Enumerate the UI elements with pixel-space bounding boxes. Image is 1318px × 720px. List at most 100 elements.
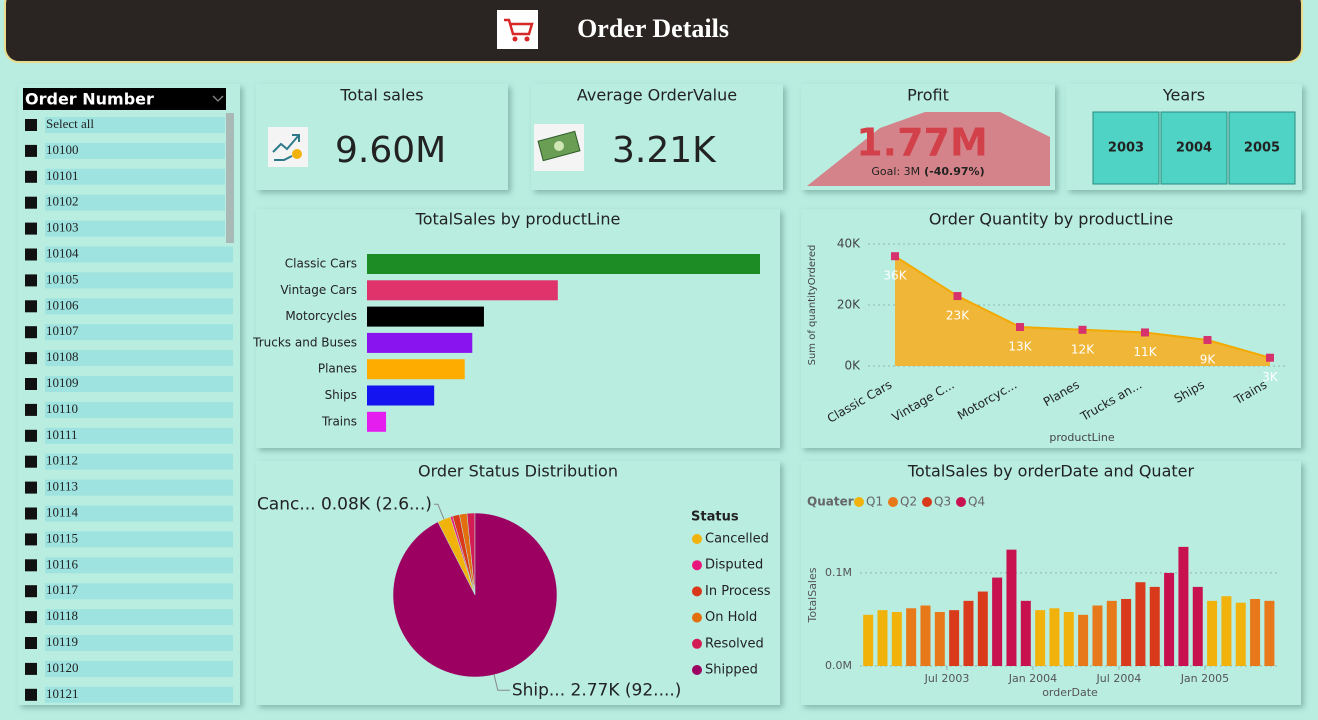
checkbox[interactable]	[25, 144, 37, 157]
slicer-item-label[interactable]: 10114	[46, 504, 79, 519]
slicer-item-label[interactable]: 10100	[46, 142, 79, 157]
slicer-item-label[interactable]: 10116	[46, 556, 79, 571]
slicer-item[interactable]: 10118	[25, 608, 233, 626]
slicer-item[interactable]: 10110	[25, 401, 233, 418]
y-tick-label: 40K	[837, 237, 861, 251]
legend-marker	[854, 497, 864, 507]
cart-icon	[497, 10, 538, 49]
checkbox[interactable]	[25, 611, 37, 624]
checkbox[interactable]	[25, 585, 37, 598]
checkbox[interactable]	[25, 196, 37, 209]
slicer-item-label[interactable]: 10108	[46, 349, 79, 364]
slicer-panel	[18, 84, 240, 705]
year-button[interactable]: 2004	[1160, 111, 1228, 185]
slicer-item[interactable]: 10113	[25, 479, 233, 496]
slicer-item-label[interactable]: 10102	[46, 194, 79, 209]
year-label[interactable]: 2005	[1244, 141, 1280, 156]
checkbox[interactable]	[25, 559, 37, 572]
slicer-item[interactable]: 10108	[25, 349, 233, 367]
checkbox[interactable]	[25, 429, 37, 442]
checkbox[interactable]	[25, 533, 37, 546]
year-label[interactable]: 2003	[1108, 141, 1144, 156]
slicer-item[interactable]: 10105	[25, 271, 233, 289]
checkbox[interactable]	[25, 455, 37, 468]
area	[895, 256, 1270, 366]
slicer-item[interactable]: 10111	[25, 427, 233, 444]
year-button-bg[interactable]	[1160, 111, 1228, 185]
slicer-item-label[interactable]: Select all	[46, 116, 94, 131]
slicer-item[interactable]: 10103	[25, 220, 225, 237]
legend-label: Cancelled	[705, 532, 769, 547]
slicer-item[interactable]: 10117	[25, 582, 233, 600]
checkbox[interactable]	[25, 300, 37, 313]
year-button-bg[interactable]	[1228, 111, 1296, 185]
card-value: 9.60M	[335, 130, 446, 171]
slicer-item[interactable]: 10114	[25, 504, 233, 522]
slicer-item-label[interactable]: 10117	[46, 582, 79, 597]
slicer-item[interactable]: 10109	[25, 375, 233, 392]
slicer-item-bg	[45, 635, 233, 651]
checkbox[interactable]	[25, 326, 37, 339]
checkbox[interactable]	[25, 352, 37, 365]
slicer-item-label[interactable]: 10107	[46, 323, 79, 338]
checkbox[interactable]	[25, 248, 37, 261]
slicer-item-label[interactable]: 10104	[46, 245, 79, 260]
slicer-item-label[interactable]: 10101	[46, 168, 79, 183]
slicer-item-label[interactable]: 10121	[46, 686, 79, 701]
checkbox[interactable]	[25, 119, 37, 131]
slicer-chevron	[212, 95, 224, 102]
slicer-item-label[interactable]: 10106	[46, 297, 79, 312]
slicer-item[interactable]: 10121	[25, 686, 233, 703]
slicer-item[interactable]: 10107	[25, 323, 233, 341]
slicer-item-label[interactable]: 10103	[46, 220, 79, 235]
checkbox[interactable]	[25, 637, 37, 649]
slicer-item[interactable]: 10104	[25, 245, 233, 263]
checkbox[interactable]	[25, 403, 37, 416]
year-button-bg[interactable]	[1092, 111, 1160, 185]
slicer-item[interactable]: 10119	[25, 634, 233, 651]
checkbox[interactable]	[25, 662, 37, 675]
slicer-item-bg	[45, 220, 225, 237]
year-button[interactable]: 2003	[1092, 111, 1160, 185]
year-button[interactable]: 2005	[1228, 111, 1296, 185]
chart-panel	[256, 209, 780, 448]
slicer-item-bg	[45, 350, 233, 367]
slicer-item-label[interactable]: 10118	[46, 608, 78, 623]
slicer-title: Order Number	[25, 90, 154, 109]
slicer-item-label[interactable]: 10112	[46, 453, 78, 468]
slicer-item[interactable]: 10112	[25, 453, 233, 470]
checkbox[interactable]	[25, 507, 37, 520]
slicer-item[interactable]: 10102	[25, 194, 225, 211]
slicer-item[interactable]: Select all	[25, 116, 225, 133]
slicer-item-label[interactable]: 10105	[46, 271, 79, 286]
slicer-item[interactable]: 10106	[25, 297, 233, 315]
slicer-item-label[interactable]: 10110	[46, 401, 78, 416]
slicer-item[interactable]: 10100	[25, 142, 225, 159]
slicer-item-label[interactable]: 10120	[46, 660, 79, 675]
checkbox[interactable]	[25, 378, 37, 390]
slicer-item-label[interactable]: 10109	[46, 375, 79, 390]
slicer-item-label[interactable]: 10111	[46, 427, 78, 442]
slicer-item-label[interactable]: 10115	[46, 530, 78, 545]
slicer-item-label[interactable]: 10113	[46, 479, 78, 494]
checkbox[interactable]	[25, 274, 37, 287]
checkbox[interactable]	[25, 481, 37, 494]
checkbox[interactable]	[25, 170, 37, 183]
goal-change: (-40.97%)	[924, 165, 984, 178]
card-value: 3.21K	[612, 130, 717, 171]
slicer-item-bg	[45, 142, 225, 159]
bar	[1092, 605, 1103, 666]
slicer-item-label[interactable]: 10119	[46, 634, 78, 649]
slicer-item[interactable]: 10101	[25, 168, 225, 185]
slicer-item[interactable]: 10115	[25, 530, 233, 548]
slicer-item[interactable]: 10116	[25, 556, 233, 574]
checkbox[interactable]	[25, 688, 37, 701]
slicer-item[interactable]: 10120	[25, 660, 233, 677]
bar	[367, 411, 387, 432]
legend-label: In Process	[705, 584, 771, 599]
leader-line	[433, 503, 445, 520]
checkbox[interactable]	[25, 222, 37, 235]
year-label[interactable]: 2004	[1176, 141, 1212, 156]
legend-marker	[692, 638, 702, 649]
bar	[1149, 586, 1160, 666]
